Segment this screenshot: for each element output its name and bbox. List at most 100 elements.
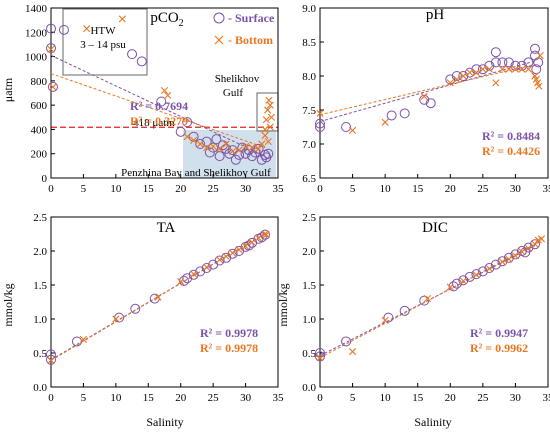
xlabel-ta: Salinity (146, 415, 183, 429)
point-bottom (160, 86, 169, 95)
point-bottom (381, 316, 389, 324)
y-tick-label: 0.0 (302, 382, 316, 394)
point-bottom (485, 265, 493, 273)
y-tick-label: 1000 (25, 52, 48, 64)
x-tick-label: 35 (543, 392, 550, 404)
legend-surface-marker (213, 12, 225, 24)
x-tick-label: 15 (412, 183, 424, 195)
y-tick-label: 9.0 (302, 3, 316, 15)
point-bottom (47, 356, 55, 365)
point-bottom (83, 25, 91, 33)
x-tick-label: 30 (510, 392, 522, 404)
point-bottom (479, 65, 487, 73)
plot-frame (319, 216, 549, 388)
x-tick-label: 0 (317, 183, 323, 195)
ylabel-pco2: μatm (1, 77, 15, 102)
point-bottom (229, 147, 237, 155)
point-bottom (524, 65, 533, 73)
point-bottom (348, 348, 357, 356)
point-surface (188, 269, 199, 280)
point-bottom (459, 72, 467, 80)
point-surface (477, 64, 488, 75)
trendline-surface (319, 60, 536, 123)
point-bottom (472, 69, 480, 77)
point-bottom (216, 256, 224, 264)
point-bottom (485, 65, 493, 73)
x-tick-label: 35 (543, 183, 550, 195)
point-bottom (518, 248, 526, 256)
point-surface (182, 273, 193, 284)
point-bottom (505, 65, 513, 73)
point-bottom (222, 140, 230, 148)
panel-title-ph: pH (426, 7, 445, 23)
r2-surface: R² = 0.7694 (130, 99, 188, 113)
point-bottom (222, 252, 230, 261)
point-surface (471, 269, 482, 280)
r2-surface: R² = 0.8484 (482, 129, 540, 143)
point-surface (490, 57, 501, 68)
panel-title-ta: TA (157, 220, 176, 236)
point-bottom (203, 263, 211, 271)
point-surface (156, 96, 167, 107)
r2-bottom: R² = 0.4426 (482, 144, 540, 158)
y-tick-label: 0 (42, 173, 48, 185)
point-bottom (535, 82, 543, 90)
x-tick-label: 10 (110, 392, 122, 404)
point-surface (46, 354, 56, 365)
y-tick-label: 7.0 (302, 139, 316, 151)
y-tick-label: 200 (31, 149, 48, 161)
htw-label: HTW (90, 25, 116, 37)
point-bottom (229, 249, 237, 257)
point-bottom (537, 235, 546, 243)
point-surface (490, 47, 501, 58)
point-bottom (47, 45, 55, 53)
point-bottom (216, 145, 224, 153)
y-tick-label: 800 (31, 76, 48, 88)
point-bottom (531, 240, 539, 248)
panel-ph: pH 6.5 7.0 7.5 8.0 8.5 9.0 0 5 10 15 20 25 30 35 R² = … (302, 3, 550, 195)
shelikhov-label-1: Shelikhov (215, 73, 260, 85)
x-tick-label: 10 (380, 392, 392, 404)
point-bottom (235, 246, 243, 254)
ylabel-ta: mmol/kg (1, 283, 15, 326)
point-bottom (258, 140, 266, 148)
point-bottom (266, 101, 274, 109)
point-bottom (498, 258, 506, 266)
point-surface (497, 57, 508, 68)
point-bottom (511, 65, 520, 73)
point-surface (484, 263, 495, 273)
point-surface (188, 131, 199, 142)
point-surface (127, 49, 138, 60)
legend-bottom-marker (214, 35, 224, 45)
panel-title-pco2: pCO2 (150, 10, 183, 29)
x-tick-label: 35 (273, 392, 285, 404)
trendline-bottom (50, 73, 266, 149)
point-bottom (262, 231, 270, 239)
y-tick-label: 2.5 (302, 212, 316, 224)
x-tick-label: 15 (412, 392, 424, 404)
point-surface (383, 312, 394, 323)
panel-title-dic: DIC (422, 220, 448, 236)
point-bottom (492, 79, 500, 87)
x-tick-label: 25 (208, 392, 220, 404)
point-surface (503, 57, 514, 68)
point-bottom (420, 92, 428, 100)
point-bottom (248, 144, 256, 152)
point-bottom (518, 65, 526, 73)
point-surface (341, 122, 352, 132)
point-bottom (190, 136, 198, 144)
point-surface (464, 67, 475, 78)
point-surface (136, 56, 147, 67)
y-tick-label: 1.5 (302, 280, 316, 292)
x-tick-label: 0 (48, 392, 54, 404)
point-surface (458, 71, 469, 81)
point-bottom (262, 116, 270, 124)
bay-label: Penzhina Bay and Shelikhov Gulf (121, 167, 271, 179)
r2-bottom: R² = 0.3279 (130, 114, 188, 128)
x-tick-label: 30 (240, 392, 252, 404)
point-surface (419, 94, 430, 105)
point-surface (46, 349, 56, 360)
x-tick-label: 25 (477, 392, 489, 404)
point-bottom (505, 255, 513, 263)
point-bottom (316, 354, 324, 362)
